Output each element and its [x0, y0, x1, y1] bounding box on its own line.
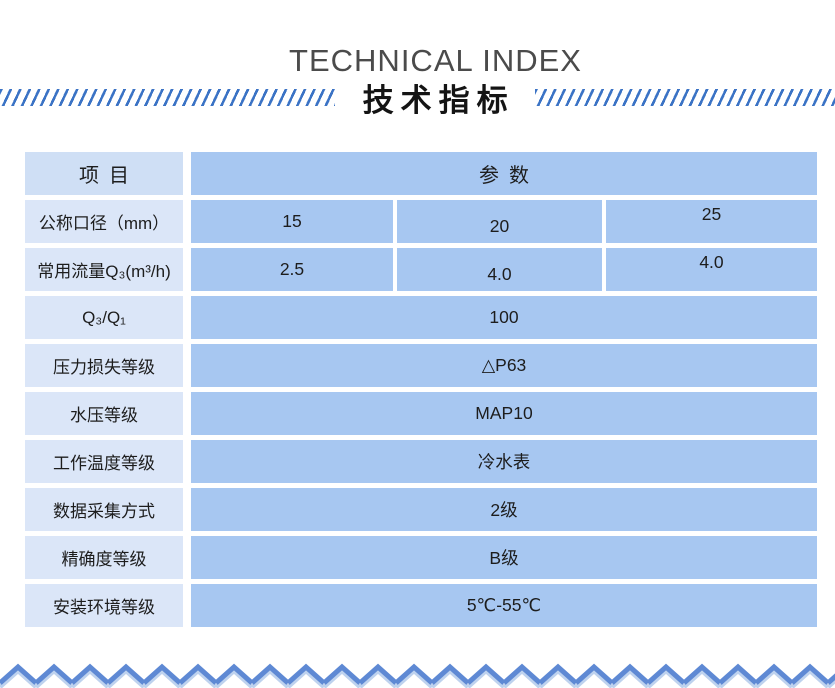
table-row-common-flow: 常用流量Q₃(m³/h) 2.5 4.0 4.0 [25, 248, 817, 291]
column-header-parameter: 参数 [191, 152, 817, 195]
row-label: 精确度等级 [25, 536, 183, 579]
column-header-item: 项目 [25, 152, 183, 195]
value-text: 25 [702, 204, 721, 225]
title-english: TECHNICAL INDEX [0, 44, 835, 78]
row-label: 压力损失等级 [25, 344, 183, 387]
value-text: 4.0 [487, 264, 511, 285]
value-cell: B级 [191, 536, 817, 579]
row-label: 工作温度等级 [25, 440, 183, 483]
value-cell: 100 [191, 296, 817, 339]
spec-table: 项目 参数 公称口径（mm） 15 20 25 常用流量Q₃(m³/h) 2.5… [25, 152, 817, 627]
value-cell: 2.5 [191, 248, 393, 291]
value-cell: 冷水表 [191, 440, 817, 483]
bottom-zigzag-wave-icon [0, 662, 835, 688]
value-cell: △P63 [191, 344, 817, 387]
table-row-accuracy-class: 精确度等级 B级 [25, 536, 817, 579]
value-cell: 4.0 [606, 248, 817, 291]
diagonal-stripes-right-icon [535, 89, 835, 106]
table-row-data-collection: 数据采集方式 2级 [25, 488, 817, 531]
value-cell: MAP10 [191, 392, 817, 435]
row-label: Q₃/Q₁ [25, 296, 183, 339]
value-cell: 20 [397, 200, 602, 243]
table-row-pressure-loss: 压力损失等级 △P63 [25, 344, 817, 387]
subtitle-row: 技术指标 [0, 81, 835, 113]
value-cell: 5℃-55℃ [191, 584, 817, 627]
diagonal-stripes-left-icon [0, 89, 335, 106]
table-row-working-temperature: 工作温度等级 冷水表 [25, 440, 817, 483]
table-header-row: 项目 参数 [25, 152, 817, 195]
value-cell: 25 [606, 200, 817, 243]
value-text: 4.0 [699, 252, 723, 273]
value-cell: 15 [191, 200, 393, 243]
row-label: 数据采集方式 [25, 488, 183, 531]
table-row-water-pressure: 水压等级 MAP10 [25, 392, 817, 435]
value-cell: 2级 [191, 488, 817, 531]
row-label: 安装环境等级 [25, 584, 183, 627]
table-row-installation-environment: 安装环境等级 5℃-55℃ [25, 584, 817, 627]
table-row-nominal-diameter: 公称口径（mm） 15 20 25 [25, 200, 817, 243]
value-text: 20 [490, 216, 509, 237]
value-cell: 4.0 [397, 248, 602, 291]
row-label: 水压等级 [25, 392, 183, 435]
row-label: 常用流量Q₃(m³/h) [25, 248, 183, 291]
title-chinese: 技术指标 [363, 75, 515, 120]
row-label: 公称口径（mm） [25, 200, 183, 243]
table-row-q3-q1: Q₃/Q₁ 100 [25, 296, 817, 339]
page: TECHNICAL INDEX 技术指标 项目 参数 公称口径（mm） 15 2… [0, 0, 835, 688]
